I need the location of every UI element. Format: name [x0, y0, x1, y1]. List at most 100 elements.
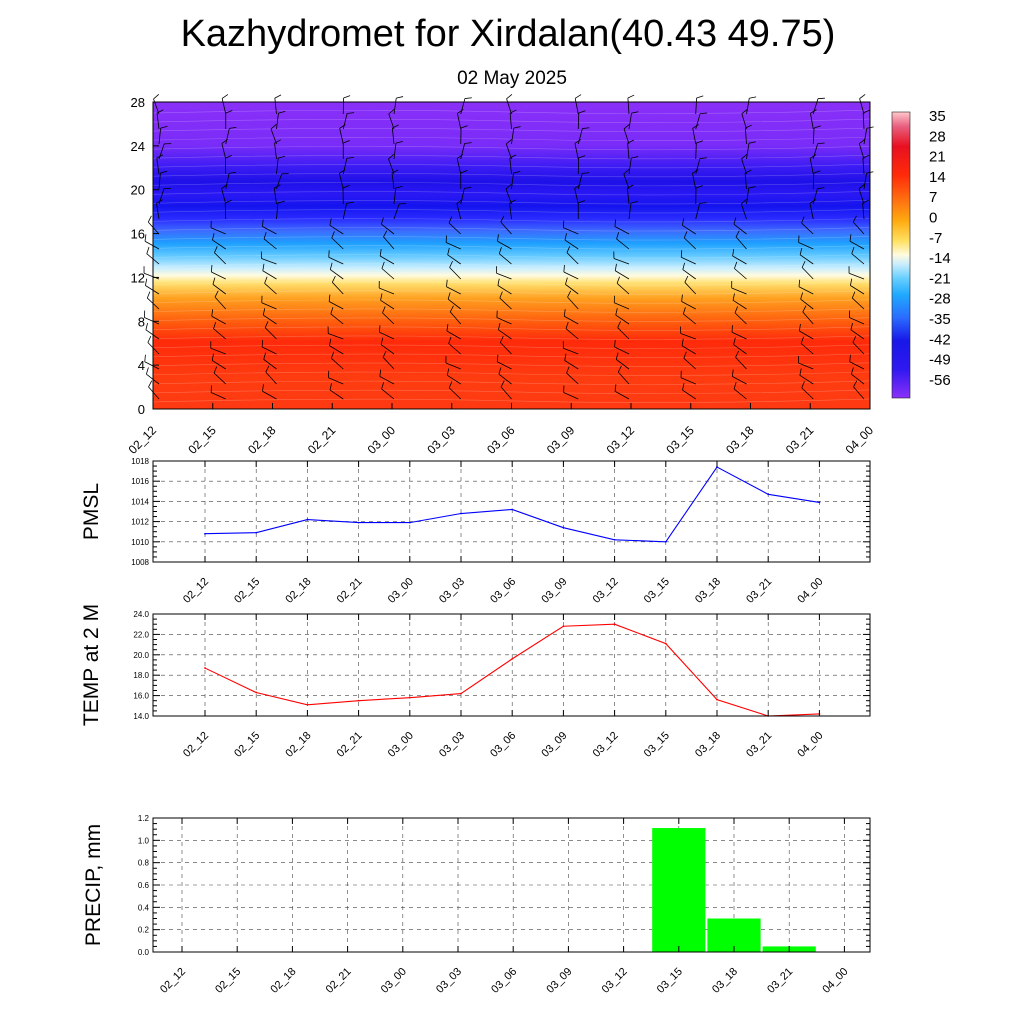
- x-tick-label: 03_21: [744, 730, 774, 760]
- wind-barb: [617, 371, 630, 385]
- wind-barb: [379, 331, 395, 340]
- wind-barb: [627, 98, 630, 115]
- wind-barb: [681, 345, 696, 355]
- y-tick-label: 1.0: [138, 836, 150, 845]
- wind-barb: [682, 224, 696, 235]
- x-tick-label: 03_18: [723, 423, 757, 457]
- wind-barb: [681, 301, 696, 310]
- wind-barb-feather: [464, 97, 472, 99]
- wind-barb: [626, 188, 630, 205]
- x-tick-label: 02_15: [232, 730, 262, 760]
- wind-barb: [276, 203, 279, 220]
- wind-barb-feather: [699, 157, 707, 159]
- colorbar-label: -42: [929, 331, 951, 348]
- wind-barb-feather: [144, 354, 146, 362]
- wind-barb-feather: [850, 278, 853, 286]
- wind-barb-feather: [509, 199, 516, 204]
- wind-barb: [331, 237, 344, 250]
- wind-barb-feather: [331, 231, 335, 239]
- wind-barb: [801, 387, 814, 400]
- wind-barb-feather: [733, 382, 737, 390]
- colorbar-label: -56: [929, 372, 951, 389]
- wind-barb-feather: [147, 215, 152, 223]
- wind-barb: [577, 173, 583, 190]
- wind-barb-feather: [277, 200, 285, 204]
- wind-barb: [342, 158, 348, 175]
- wind-barb-feather: [379, 369, 382, 377]
- wind-barb: [567, 296, 579, 310]
- x-tick-label: 03_18: [693, 730, 723, 760]
- contour-line: [152, 136, 871, 142]
- wind-barb-feather: [447, 292, 451, 300]
- wind-barb: [746, 143, 750, 160]
- wind-barb-feather: [262, 263, 265, 271]
- wind-barb-feather: [278, 111, 286, 114]
- wind-barb-feather: [225, 110, 233, 114]
- wind-barb: [329, 389, 344, 400]
- x-tick-label: 03_03: [424, 423, 458, 457]
- wind-barb-feather: [852, 335, 857, 343]
- wind-barb: [853, 386, 865, 400]
- wind-barb-feather: [574, 139, 581, 144]
- colorbar-label: -49: [929, 352, 951, 369]
- wind-barb: [695, 142, 697, 160]
- colorbar-label: -7: [929, 230, 942, 247]
- wind-barb: [563, 227, 579, 235]
- wind-barb: [273, 188, 277, 205]
- wind-barb: [574, 143, 579, 160]
- wind-barb-feather: [448, 381, 453, 389]
- wind-barb: [276, 113, 279, 130]
- wind-barb-feather: [146, 367, 149, 375]
- wind-barb: [264, 282, 277, 295]
- wind-barb: [497, 285, 512, 295]
- data-point: [204, 532, 206, 535]
- wind-barb-feather: [566, 246, 571, 253]
- wind-barb-feather: [328, 294, 331, 302]
- x-tick-label: 03_00: [386, 576, 416, 606]
- wind-barb-feather: [748, 141, 756, 144]
- wind-barb-feather: [744, 169, 752, 174]
- wind-barb-feather: [735, 230, 740, 238]
- wind-barb: [456, 158, 462, 175]
- wind-barb: [614, 226, 630, 235]
- y-tick-label: 1014: [131, 497, 149, 506]
- wind-barb: [733, 388, 747, 400]
- wind-barb-feather: [859, 139, 866, 145]
- wind-barb-feather: [147, 335, 152, 343]
- wind-barb-feather: [684, 275, 689, 283]
- wind-barbs: [143, 94, 874, 400]
- wind-barb-feather: [145, 322, 148, 330]
- wind-barb: [735, 236, 747, 250]
- x-tick-label: 03_09: [544, 423, 578, 457]
- wind-barb: [329, 345, 344, 355]
- wind-barb-feather: [732, 293, 735, 301]
- wind-barb-feather: [265, 365, 270, 373]
- wind-barb: [849, 361, 865, 370]
- y-tick-label: 20.0: [133, 651, 149, 660]
- wind-barb: [211, 315, 226, 325]
- wind-barb: [628, 158, 632, 175]
- wind-barb: [740, 203, 747, 220]
- wind-barb-feather: [810, 109, 817, 114]
- wind-barb-feather: [448, 216, 453, 224]
- wind-barb: [511, 128, 515, 145]
- wind-barb-feather: [448, 336, 452, 344]
- wind-barb-feather: [695, 185, 703, 189]
- wind-barb-feather: [146, 246, 150, 254]
- x-tick-label: 03_03: [437, 576, 467, 606]
- wind-barb-feather: [735, 350, 739, 358]
- data-point: [511, 657, 514, 660]
- wind-barb-feather: [156, 199, 163, 204]
- wind-barb-feather: [813, 170, 821, 174]
- data-point: [204, 667, 206, 669]
- wind-barb: [380, 299, 395, 310]
- wind-barb: [683, 237, 697, 250]
- wind-barb-feather: [731, 369, 734, 377]
- contour-line: [152, 335, 871, 340]
- wind-barb-feather: [446, 279, 448, 287]
- y-tick-label: 1016: [131, 477, 149, 486]
- wind-barb: [862, 158, 865, 175]
- colorbar-label: 7: [929, 189, 937, 206]
- wind-barb-feather: [498, 367, 502, 375]
- wind-barb-feather: [347, 112, 355, 114]
